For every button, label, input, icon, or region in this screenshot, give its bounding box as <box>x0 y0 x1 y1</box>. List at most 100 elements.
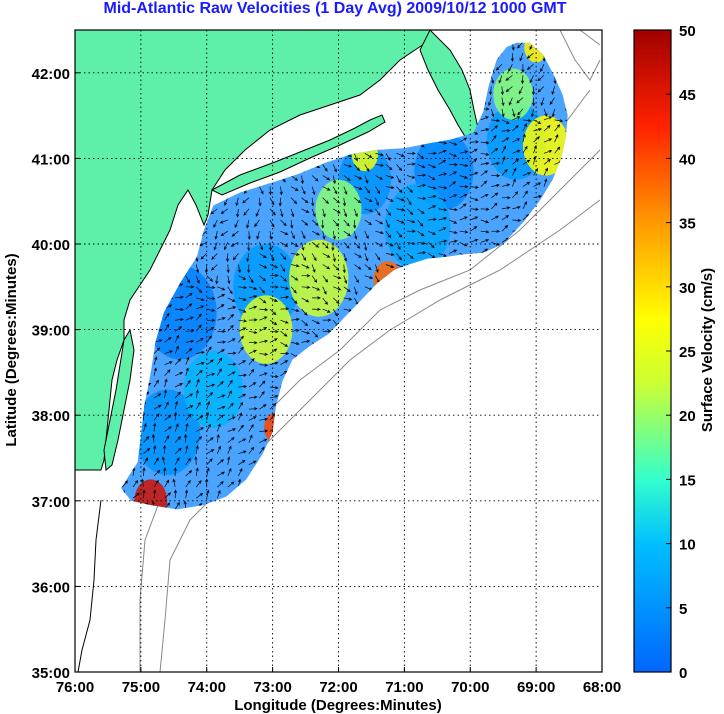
current-arrow <box>490 108 495 118</box>
current-arrow <box>332 186 338 195</box>
current-arrow <box>543 108 548 118</box>
current-arrow <box>280 295 290 299</box>
y-tick-label: 36:00 <box>32 579 70 596</box>
current-arrow <box>243 208 250 216</box>
current-arrow <box>259 417 269 421</box>
current-arrow <box>185 445 189 454</box>
current-arrow <box>247 231 251 240</box>
current-arrow <box>164 350 173 354</box>
current-arrow <box>238 335 244 343</box>
current-arrow <box>495 63 503 71</box>
current-arrow <box>217 357 223 365</box>
current-arrow <box>301 330 311 335</box>
current-arrow <box>505 86 513 93</box>
current-arrow <box>322 164 328 172</box>
current-arrow <box>238 346 244 354</box>
current-arrow <box>206 489 210 499</box>
current-arrow <box>459 175 469 179</box>
current-arrow <box>248 275 254 284</box>
current-arrow <box>491 173 501 178</box>
current-arrow <box>417 241 427 245</box>
colorbar-ticks: 0 5 10 15 20 25 30 35 40 45 50 <box>666 23 696 682</box>
current-arrow <box>354 175 363 180</box>
current-arrow <box>406 162 416 166</box>
current-arrow <box>143 457 149 465</box>
current-arrow <box>238 450 247 455</box>
current-arrow <box>291 252 300 256</box>
current-arrow <box>227 437 235 443</box>
current-arrow <box>143 447 151 454</box>
current-arrow <box>449 219 458 224</box>
current-arrow <box>164 426 172 432</box>
current-arrow <box>470 197 479 201</box>
current-arrow <box>322 231 326 240</box>
current-arrow <box>269 285 279 289</box>
current-arrow <box>259 380 266 388</box>
current-arrow <box>206 275 214 282</box>
current-arrow <box>259 372 268 377</box>
current-arrow <box>470 140 479 144</box>
current-arrow <box>301 242 305 251</box>
colorbar-tick-label: 25 <box>679 344 696 361</box>
current-arrow <box>375 186 381 195</box>
current-arrow <box>396 253 403 261</box>
current-arrow <box>269 197 275 206</box>
current-arrow <box>417 164 426 169</box>
current-arrow <box>227 362 237 366</box>
current-arrow <box>259 446 265 454</box>
current-arrow <box>291 317 300 322</box>
current-arrow <box>238 319 248 323</box>
current-arrow <box>375 175 384 180</box>
current-arrow <box>206 285 216 290</box>
current-arrow <box>174 358 182 365</box>
current-arrow <box>238 285 248 290</box>
current-arrow <box>175 295 184 299</box>
current-arrow <box>449 141 458 146</box>
current-arrow <box>406 197 412 206</box>
current-arrow <box>195 401 201 410</box>
current-arrow <box>269 395 279 399</box>
current-arrow <box>216 368 222 376</box>
current-arrow <box>533 155 537 165</box>
current-arrow <box>301 264 310 269</box>
current-arrow <box>206 437 214 443</box>
current-arrow <box>164 312 170 321</box>
current-arrow <box>406 151 416 156</box>
current-arrow <box>459 203 467 210</box>
current-arrow <box>512 167 517 176</box>
current-arrow <box>300 175 305 185</box>
current-arrow <box>227 428 237 432</box>
current-arrow <box>501 108 505 118</box>
current-arrow <box>231 230 239 237</box>
current-arrow <box>185 379 191 388</box>
current-arrow <box>449 249 458 254</box>
current-arrow <box>196 338 204 343</box>
current-arrow <box>517 42 524 49</box>
current-arrow <box>217 471 225 477</box>
current-arrow <box>216 433 220 443</box>
current-arrow <box>227 456 231 465</box>
current-arrow <box>217 414 224 421</box>
current-arrow <box>526 52 534 59</box>
current-arrow <box>322 242 329 249</box>
current-arrow <box>322 318 332 322</box>
current-arrow <box>311 197 315 207</box>
current-arrow <box>142 467 146 477</box>
current-arrow <box>248 434 253 443</box>
current-arrow <box>533 128 542 132</box>
current-arrow <box>238 373 248 377</box>
current-arrow <box>470 238 479 243</box>
current-arrow <box>385 164 393 171</box>
current-arrow <box>322 286 327 295</box>
x-tick-label: 73:00 <box>253 679 291 696</box>
current-arrow <box>428 186 437 190</box>
current-arrow <box>206 449 215 455</box>
current-arrow <box>459 137 468 143</box>
current-arrow <box>459 150 469 154</box>
y-tick-label: 40:00 <box>32 237 70 254</box>
current-arrow <box>142 489 146 499</box>
current-arrow <box>184 489 189 499</box>
current-arrow <box>322 253 331 258</box>
current-arrow <box>173 489 178 499</box>
current-arrow <box>498 75 503 84</box>
